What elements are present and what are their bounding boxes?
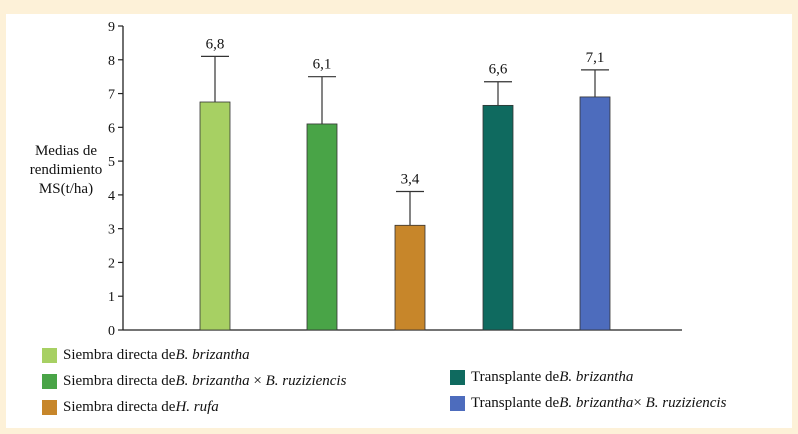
legend-text-1-prefix: Siembra directa de [63, 347, 176, 363]
legend-text-5-mid: × [633, 395, 646, 411]
legend-swatch-4 [450, 370, 465, 385]
bar [482, 104, 514, 331]
legend-text-4-prefix: Transplante de [471, 369, 560, 385]
y-tick-label: 4 [108, 189, 115, 204]
bar-value-label: 7,1 [586, 50, 605, 66]
y-axis-label: Medias de rendimiento MS(t/ha) [16, 142, 116, 199]
bar-value-label: 3,4 [401, 172, 420, 188]
bar [394, 224, 426, 331]
legend-swatch-2 [42, 374, 57, 389]
legend-text-3-prefix: Siembra directa de [63, 399, 176, 415]
y-tick-label: 7 [108, 88, 115, 103]
legend-text-2-italic: B. brizantha [175, 373, 250, 389]
legend-text-1-italic: B. brizantha [175, 347, 250, 363]
chart-panel: 0 1 2 3 4 5 6 7 8 9 6,8 6,1 3,4 6,6 7,1 Medias de rend… [6, 14, 792, 428]
y-axis-label-line-1: Medias de [34, 143, 98, 159]
y-tick-label: 9 [108, 20, 115, 35]
legend-text-3-italic: H. rufa [175, 399, 219, 415]
bar [306, 123, 338, 331]
legend-text-2-mid: × [249, 373, 266, 389]
legend-text-5-prefix: Transplante de [471, 395, 560, 411]
legend-text-5-italic2: B. ruziziencis [645, 395, 727, 411]
legend-swatch-5 [450, 396, 465, 411]
legend-item-5: Transplante de B. brizantha × B. ruzizie… [450, 395, 726, 412]
y-tick-label: 6 [108, 121, 115, 136]
legend-item-2: Siembra directa de B. brizantha × B. ruz… [42, 373, 346, 390]
legend-text-4-italic: B. brizantha [559, 369, 634, 385]
y-tick-label: 5 [108, 155, 115, 170]
legend-item-1: Siembra directa de B. brizantha [42, 347, 250, 364]
legend-text-5-italic: B. brizantha [559, 395, 634, 411]
y-axis-label-line-3: MS(t/ha) [38, 181, 94, 197]
legend-text-2-prefix: Siembra directa de [63, 373, 176, 389]
bar [579, 96, 611, 331]
y-tick-label: 3 [108, 223, 115, 238]
legend-text-2-italic2: B. ruziziencis [265, 373, 347, 389]
y-tick-label: 1 [108, 290, 115, 305]
legend-swatch-1 [42, 348, 57, 363]
y-tick-label: 8 [108, 54, 115, 69]
bar-value-label: 6,1 [313, 57, 332, 73]
y-tick-label: 2 [108, 256, 115, 271]
legend-swatch-3 [42, 400, 57, 415]
legend-item-3: Siembra directa de H. rufa [42, 399, 219, 416]
bar [199, 101, 231, 331]
legend-item-4: Transplante de B. brizantha [450, 369, 633, 386]
bar-chart: 0 1 2 3 4 5 6 7 8 9 6,8 6,1 3,4 6,6 7,1 [108, 20, 682, 339]
bar-value-label: 6,6 [489, 62, 508, 78]
y-axis-label-line-2: rendimiento [29, 162, 103, 178]
bar-value-label: 6,8 [206, 36, 225, 52]
y-tick-label: 0 [108, 324, 115, 339]
